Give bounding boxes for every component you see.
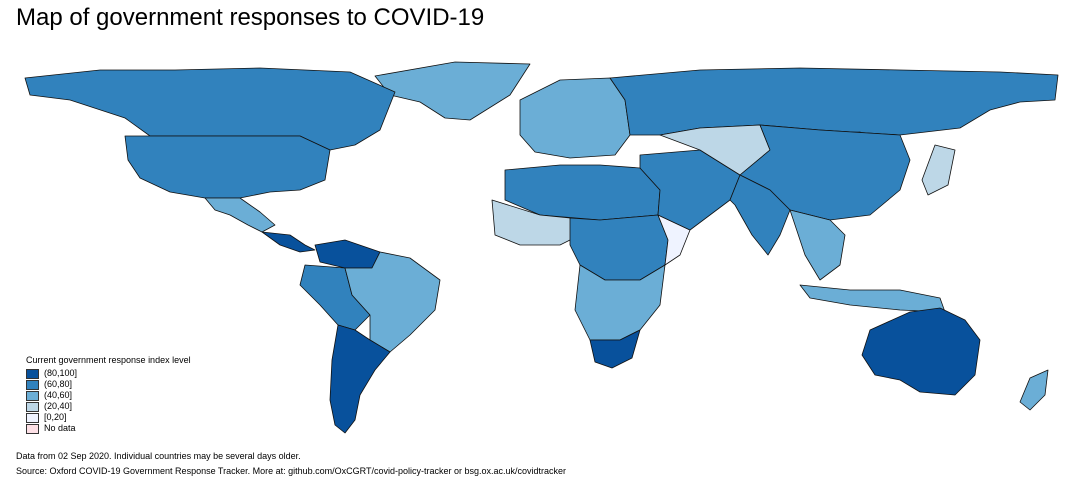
legend-label: [0,20] bbox=[44, 412, 67, 422]
source-note: Source: Oxford COVID-19 Government Respo… bbox=[16, 466, 567, 476]
region-southeast-asia bbox=[789, 209, 846, 281]
region-mexico bbox=[204, 197, 276, 233]
region-colombia-venezuela bbox=[314, 239, 381, 269]
map-legend: Current government response index level … bbox=[26, 355, 191, 434]
legend-swatch bbox=[26, 368, 39, 379]
region-india bbox=[729, 174, 791, 256]
legend-label: (80,100] bbox=[44, 368, 78, 378]
world-map bbox=[24, 61, 1059, 434]
region-southern-africa bbox=[574, 264, 666, 341]
region-russia bbox=[609, 67, 1059, 136]
legend-swatch bbox=[26, 379, 39, 390]
legend-item: (60,80] bbox=[26, 379, 191, 390]
region-new-zealand bbox=[1019, 369, 1049, 411]
region-united-states bbox=[124, 135, 331, 199]
map-title: Map of government responses to COVID-19 bbox=[16, 4, 485, 31]
region-south-africa bbox=[589, 329, 641, 369]
legend-item: (20,40] bbox=[26, 401, 191, 412]
legend-label: (20,40] bbox=[44, 401, 73, 411]
region-australia bbox=[861, 307, 981, 396]
legend-item: [0,20] bbox=[26, 412, 191, 423]
legend-swatch bbox=[26, 401, 39, 412]
legend-label: (40,60] bbox=[44, 390, 73, 400]
legend-swatch bbox=[26, 412, 39, 423]
region-canada bbox=[24, 67, 396, 151]
region-brazil bbox=[344, 251, 441, 353]
region-indonesia bbox=[799, 284, 946, 313]
legend-swatch bbox=[26, 423, 39, 434]
legend-item: No data bbox=[26, 423, 191, 434]
region-japan bbox=[921, 144, 956, 196]
legend-label: (60,80] bbox=[44, 379, 73, 389]
region-central-america bbox=[261, 231, 316, 253]
legend-swatch bbox=[26, 390, 39, 401]
region-china bbox=[739, 124, 911, 221]
region-europe bbox=[519, 77, 631, 159]
date-note: Data from 02 Sep 2020. Individual countr… bbox=[16, 451, 301, 461]
legend-item: (80,100] bbox=[26, 368, 191, 379]
legend-title: Current government response index level bbox=[26, 355, 191, 365]
legend-item: (40,60] bbox=[26, 390, 191, 401]
region-chile-argentina bbox=[329, 324, 391, 434]
region-greenland bbox=[374, 61, 531, 121]
legend-label: No data bbox=[44, 423, 76, 433]
